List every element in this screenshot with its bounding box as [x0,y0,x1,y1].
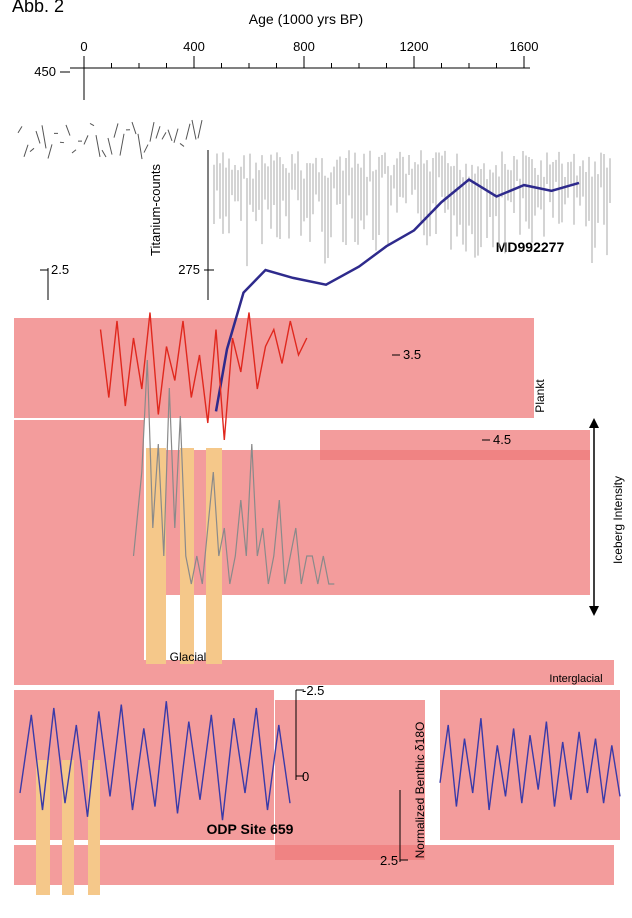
x-tick-label: 1200 [400,39,429,54]
planktic-ylabel: Plankt [533,379,547,413]
titanium-ylabel: Titanium-counts [148,164,163,256]
benthic-y-tick-label: 0 [302,769,309,784]
arrow-head-up [589,418,599,428]
titanium-dash [179,143,185,147]
x-tick-label: 1600 [510,39,539,54]
titanium-dash [113,123,119,138]
benthic-d18o-line-right [439,718,621,811]
titanium-dash [17,126,23,134]
titanium-dash [29,147,35,152]
titanium-dash [65,124,71,136]
titanium-dash [41,125,47,149]
pink-block [150,450,590,595]
titanium-dash [83,135,89,145]
titanium-dash [167,129,173,142]
interglacial-annotation: Interglacial [549,673,602,685]
pink-block [14,660,614,685]
titanium-dash [173,128,179,143]
x-tick-label: 800 [293,39,315,54]
x-tick-label: 0 [80,39,87,54]
site-label-odp659: ODP Site 659 [207,821,294,837]
titanium-dash [47,144,53,159]
titanium-y-tick-label: 450 [34,64,56,79]
titanium-dash [35,130,41,144]
planktic-y-tick-label: 2.5 [51,262,69,277]
benthic-ylabel: Normalized Benthic δ18O [413,722,427,859]
glacial-band [180,448,194,664]
titanium-trend-line [214,177,580,412]
arrow-head-down [589,606,599,616]
titanium-dash [161,132,167,140]
titanium-dash [143,144,149,153]
titanium-dash [89,123,95,127]
titanium-record [17,119,611,267]
figure-label: Abb. 2 [12,0,64,16]
age-axis: 0 400 800 1200 1600 [70,39,539,69]
titanium-dash [197,120,203,139]
glacial-band [88,760,100,895]
titanium-dash [185,123,191,140]
glacial-band [62,760,74,895]
glacial-annotation: Glacial [170,650,207,664]
pink-artifact-blocks [14,318,620,885]
planktic-y-axis: 2.5 3.5 4.5 [40,262,511,447]
titanium-dash [155,126,161,139]
x-tick-label: 400 [183,39,205,54]
site-label-md992277: MD992277 [496,239,565,255]
iceberg-intensity-line [132,359,335,585]
titanium-dash [119,133,125,156]
titanium-dash [149,122,155,142]
pink-block [440,690,620,840]
planktic-d18o-line [99,312,308,441]
titanium-dash [137,133,143,160]
titanium-dash [23,144,29,157]
iceberg-ylabel: Iceberg Intensity [611,476,625,564]
benthic-d18o-line-left [19,701,291,821]
titanium-y-axis: 450 275 [34,62,214,300]
chart-title: Age (1000 yrs BP) [249,11,363,27]
titanium-dash [131,121,137,135]
glacial-band [36,760,50,895]
benthic-y-axis: -2.5 0 2.5 [295,683,408,868]
pink-block [275,700,425,860]
titanium-dash [71,149,77,154]
titanium-dash [191,119,197,140]
planktic-y-tick-label: 4.5 [493,432,511,447]
pink-block [14,690,274,840]
titanium-y-tick-label: 275 [178,262,200,277]
benthic-y-tick-label: 2.5 [380,853,398,868]
titanium-dash [101,149,107,158]
titanium-dash [95,135,101,157]
titanium-dash [107,137,113,155]
planktic-y-tick-label: 3.5 [403,347,421,362]
pink-block [14,420,144,660]
pink-block [320,430,590,460]
benthic-y-tick-label: -2.5 [302,683,324,698]
